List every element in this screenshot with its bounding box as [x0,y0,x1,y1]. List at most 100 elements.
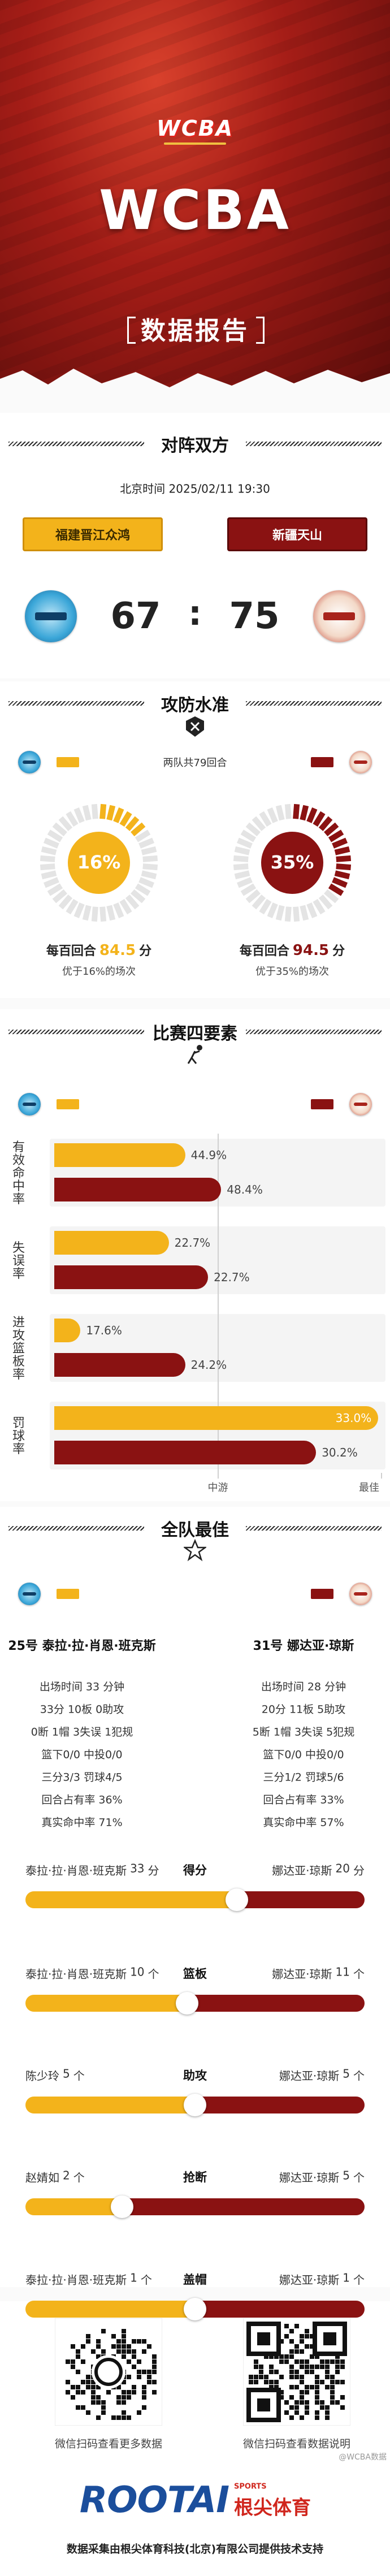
qr-module [269,2370,274,2374]
qr-finder-core [323,2332,336,2345]
donut-segment [306,807,318,823]
away-legend-swatch [311,1099,333,1109]
factor-value: 48.4% [227,1183,263,1196]
leader-name: 娜达亚·琼斯 [272,1967,332,1981]
title-rule-left [8,442,144,446]
title-rule-right [246,442,382,446]
leader-name: 娜达亚·琼斯 [279,2273,340,2287]
donut-segment [332,837,348,849]
qr-module [310,2365,314,2369]
donut-center [68,832,130,894]
qr-module [259,2375,263,2379]
player-stat-line: 5断 1帽 3失误 5犯规 [252,1726,355,1739]
comparison-bar-away [187,1995,365,2012]
qr-module [116,2339,121,2344]
qr-module [127,2375,131,2379]
header-title: WCBA [99,179,291,242]
qr-module [315,2354,319,2359]
comparison-knob [184,2094,206,2116]
away-leader: 娜达亚·琼斯 1 个 [279,2271,365,2288]
player-stat-line: 出场时间 28 分钟 [261,1680,346,1693]
per100-value: 84.5 [99,942,136,959]
score-separator: : [188,594,202,633]
donut-segment [237,837,253,849]
qr-module [127,2344,131,2349]
donut-segment [318,894,333,910]
qr-module [284,2400,289,2405]
qr-module [305,2365,309,2369]
factor-label: 罚球率 [10,1416,24,1455]
qr-module [91,2400,96,2405]
qr-module [116,2385,121,2389]
qr-module [254,2359,258,2364]
qr-module [330,2385,335,2389]
section-title: 比赛四要素 [153,1024,237,1044]
qr-module [147,2380,151,2384]
donut-segment [40,863,55,871]
logo-underline [164,142,226,145]
qr-module [249,2380,253,2384]
home-leader: 泰拉·拉·肖恩·班克斯 1 个 [25,2271,152,2288]
donut-segment [245,822,261,837]
qr-module [305,2370,309,2374]
qr-module [305,2329,309,2333]
qr-module [96,2344,101,2349]
donut-segment [332,877,348,888]
qr-module [294,2375,299,2379]
per100-line: 每百回合 84.5 分 [46,941,151,959]
qr-module [111,2344,116,2349]
qr-module [300,2390,304,2395]
home-legend-swatch [57,1099,79,1109]
donut: 35% [233,803,352,922]
qr-module [96,2415,101,2420]
leader-value: 2 [63,2168,70,2182]
qr-module [279,2390,284,2395]
comparison-knob [225,1888,248,1911]
qr-module [101,2410,106,2415]
donut-segment [275,905,285,921]
qr-module [71,2359,75,2364]
qr-module [300,2349,304,2354]
player-stat-line: 回合占有率 36% [41,1793,123,1806]
section-title: 攻防水准 [161,695,229,715]
qr-module [71,2344,75,2349]
donut-segment [66,898,79,915]
header-texture [0,0,390,407]
qr-module [300,2395,304,2400]
qr-module [86,2380,90,2384]
donut-segment [240,829,257,842]
qr-module [152,2354,157,2359]
donut-track [233,803,339,922]
donut-segment [106,905,116,921]
factor-bar [54,1143,185,1167]
per100-label: 每百回合 [239,944,289,958]
qr-module [294,2349,299,2354]
team-logo-mark [354,760,367,764]
qr-module [289,2375,294,2379]
leader-name: 陈少玲 [25,2069,59,2083]
header-torn-edge [0,369,390,413]
comparison-bar-away [195,2097,365,2113]
qr-module [116,2349,121,2354]
credit: 数据采集由根尖体育科技(北京)有限公司提供技术支持 [66,2543,324,2556]
brand-chinese: 根尖体育 [234,2496,311,2519]
donut-segment [41,870,57,880]
qr-module [91,2349,96,2354]
qr-module [315,2380,319,2384]
donut-segment [142,855,158,862]
home-leader: 泰拉·拉·肖恩·班克斯 10 个 [25,1965,159,1982]
qr-module [335,2359,340,2364]
qr-module [264,2354,268,2359]
subtitle-bracket-left [127,317,136,344]
qr-module [249,2375,253,2379]
factor-bar [54,1178,222,1201]
icon-star [184,1539,206,1562]
qr-module [305,2400,309,2405]
qr-module [340,2359,345,2364]
player-stat-line: 三分1/2 罚球5/6 [263,1771,344,1784]
home-name-box [23,517,163,551]
qr-module [76,2385,80,2389]
qr-module [335,2365,340,2369]
donut-label: 16% [77,852,121,873]
